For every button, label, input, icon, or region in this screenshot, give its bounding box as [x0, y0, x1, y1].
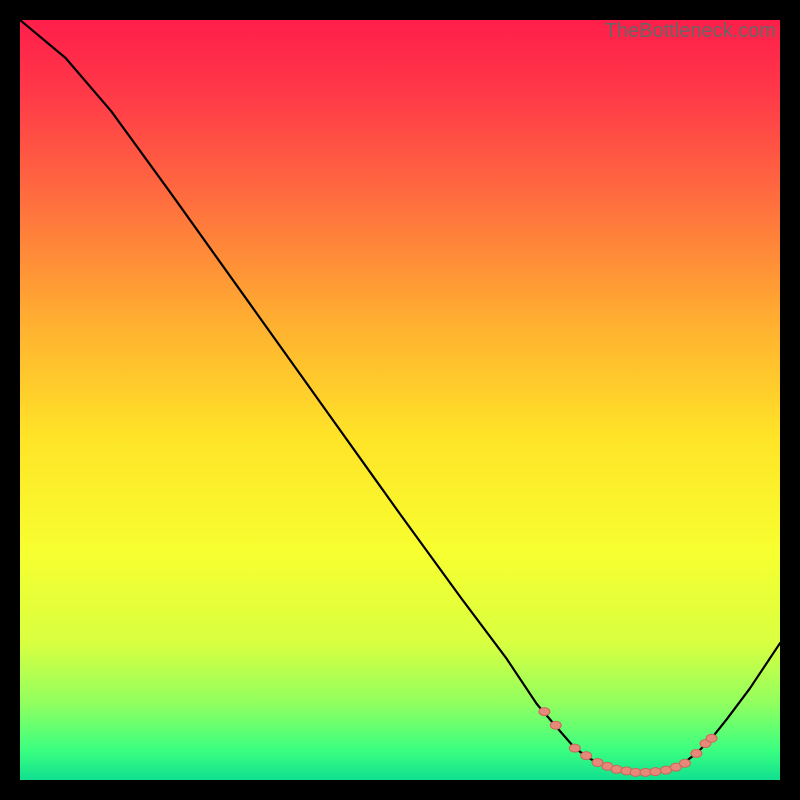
marker-dot	[706, 734, 717, 742]
marker-dot	[550, 721, 561, 729]
marker-dot	[581, 752, 592, 760]
marker-dot	[661, 766, 672, 774]
chart-container: TheBottleneck.com	[0, 0, 800, 800]
marker-group	[539, 708, 717, 777]
marker-dot	[691, 749, 702, 757]
plot-overlay	[20, 20, 780, 780]
marker-dot	[630, 768, 641, 776]
marker-dot	[680, 759, 691, 767]
marker-dot	[650, 768, 661, 776]
plot-area: TheBottleneck.com	[20, 20, 780, 780]
marker-dot	[569, 744, 580, 752]
marker-dot	[640, 768, 651, 776]
marker-dot	[539, 708, 550, 716]
marker-dot	[611, 765, 622, 773]
curve-line	[20, 20, 780, 772]
watermark-text: TheBottleneck.com	[605, 20, 776, 43]
marker-dot	[592, 759, 603, 767]
